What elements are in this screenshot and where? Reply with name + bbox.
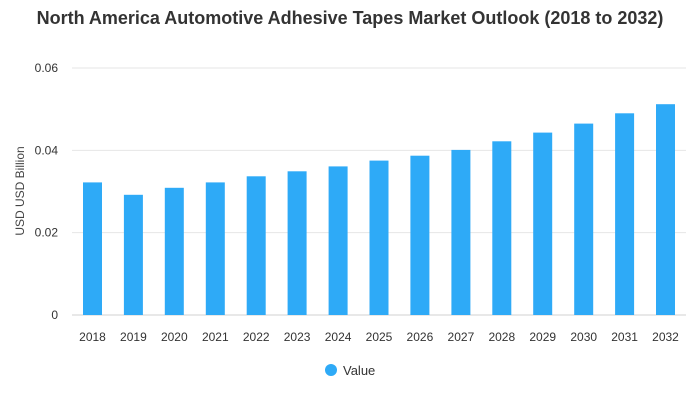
bar-2025[interactable]: [369, 160, 389, 315]
bar-2018[interactable]: [83, 182, 102, 315]
bar-2030[interactable]: [574, 123, 594, 315]
bars: [83, 104, 675, 315]
x-tick-label: 2023: [284, 330, 311, 344]
x-tick-label: 2030: [570, 330, 597, 344]
bar-2027[interactable]: [451, 149, 471, 315]
bar-2024[interactable]: [328, 166, 348, 315]
y-tick-label: 0.02: [35, 226, 59, 240]
legend[interactable]: Value: [325, 363, 375, 378]
bar-2023[interactable]: [287, 171, 307, 315]
bar-2029[interactable]: [533, 132, 553, 315]
x-tick-label: 2025: [366, 330, 393, 344]
chart-title: North America Automotive Adhesive Tapes …: [36, 8, 664, 28]
x-tick-label: 2028: [488, 330, 515, 344]
x-tick-label: 2019: [120, 330, 147, 344]
y-tick-label: 0.06: [35, 61, 59, 75]
bar-2020[interactable]: [164, 187, 184, 315]
x-tick-label: 2032: [652, 330, 679, 344]
x-tick-label: 2026: [407, 330, 434, 344]
y-axis-ticks: 0 0.02 0.04 0.06: [35, 61, 59, 322]
bar-2031[interactable]: [615, 113, 635, 315]
bar-2026[interactable]: [410, 155, 430, 315]
y-tick-label: 0.04: [35, 143, 59, 157]
bar-2019[interactable]: [123, 194, 143, 315]
bar-2022[interactable]: [246, 176, 266, 315]
bar-2032[interactable]: [656, 104, 675, 315]
x-tick-label: 2024: [325, 330, 352, 344]
x-tick-label: 2022: [243, 330, 270, 344]
legend-swatch-value: [325, 364, 337, 376]
bar-2028[interactable]: [492, 141, 512, 315]
x-tick-label: 2029: [529, 330, 556, 344]
x-tick-label: 2021: [202, 330, 229, 344]
x-tick-label: 2018: [79, 330, 106, 344]
x-tick-label: 2031: [611, 330, 638, 344]
x-axis-ticks: 2018 2019 2020 2021 2022 2023 2024 2025 2026 2027…: [79, 330, 679, 344]
y-tick-label: 0: [51, 308, 58, 322]
bar-2021[interactable]: [205, 182, 225, 315]
x-tick-label: 2027: [448, 330, 475, 344]
y-axis-label: USD USD Billion: [13, 146, 27, 235]
legend-label-value: Value: [343, 363, 375, 378]
x-tick-label: 2020: [161, 330, 188, 344]
